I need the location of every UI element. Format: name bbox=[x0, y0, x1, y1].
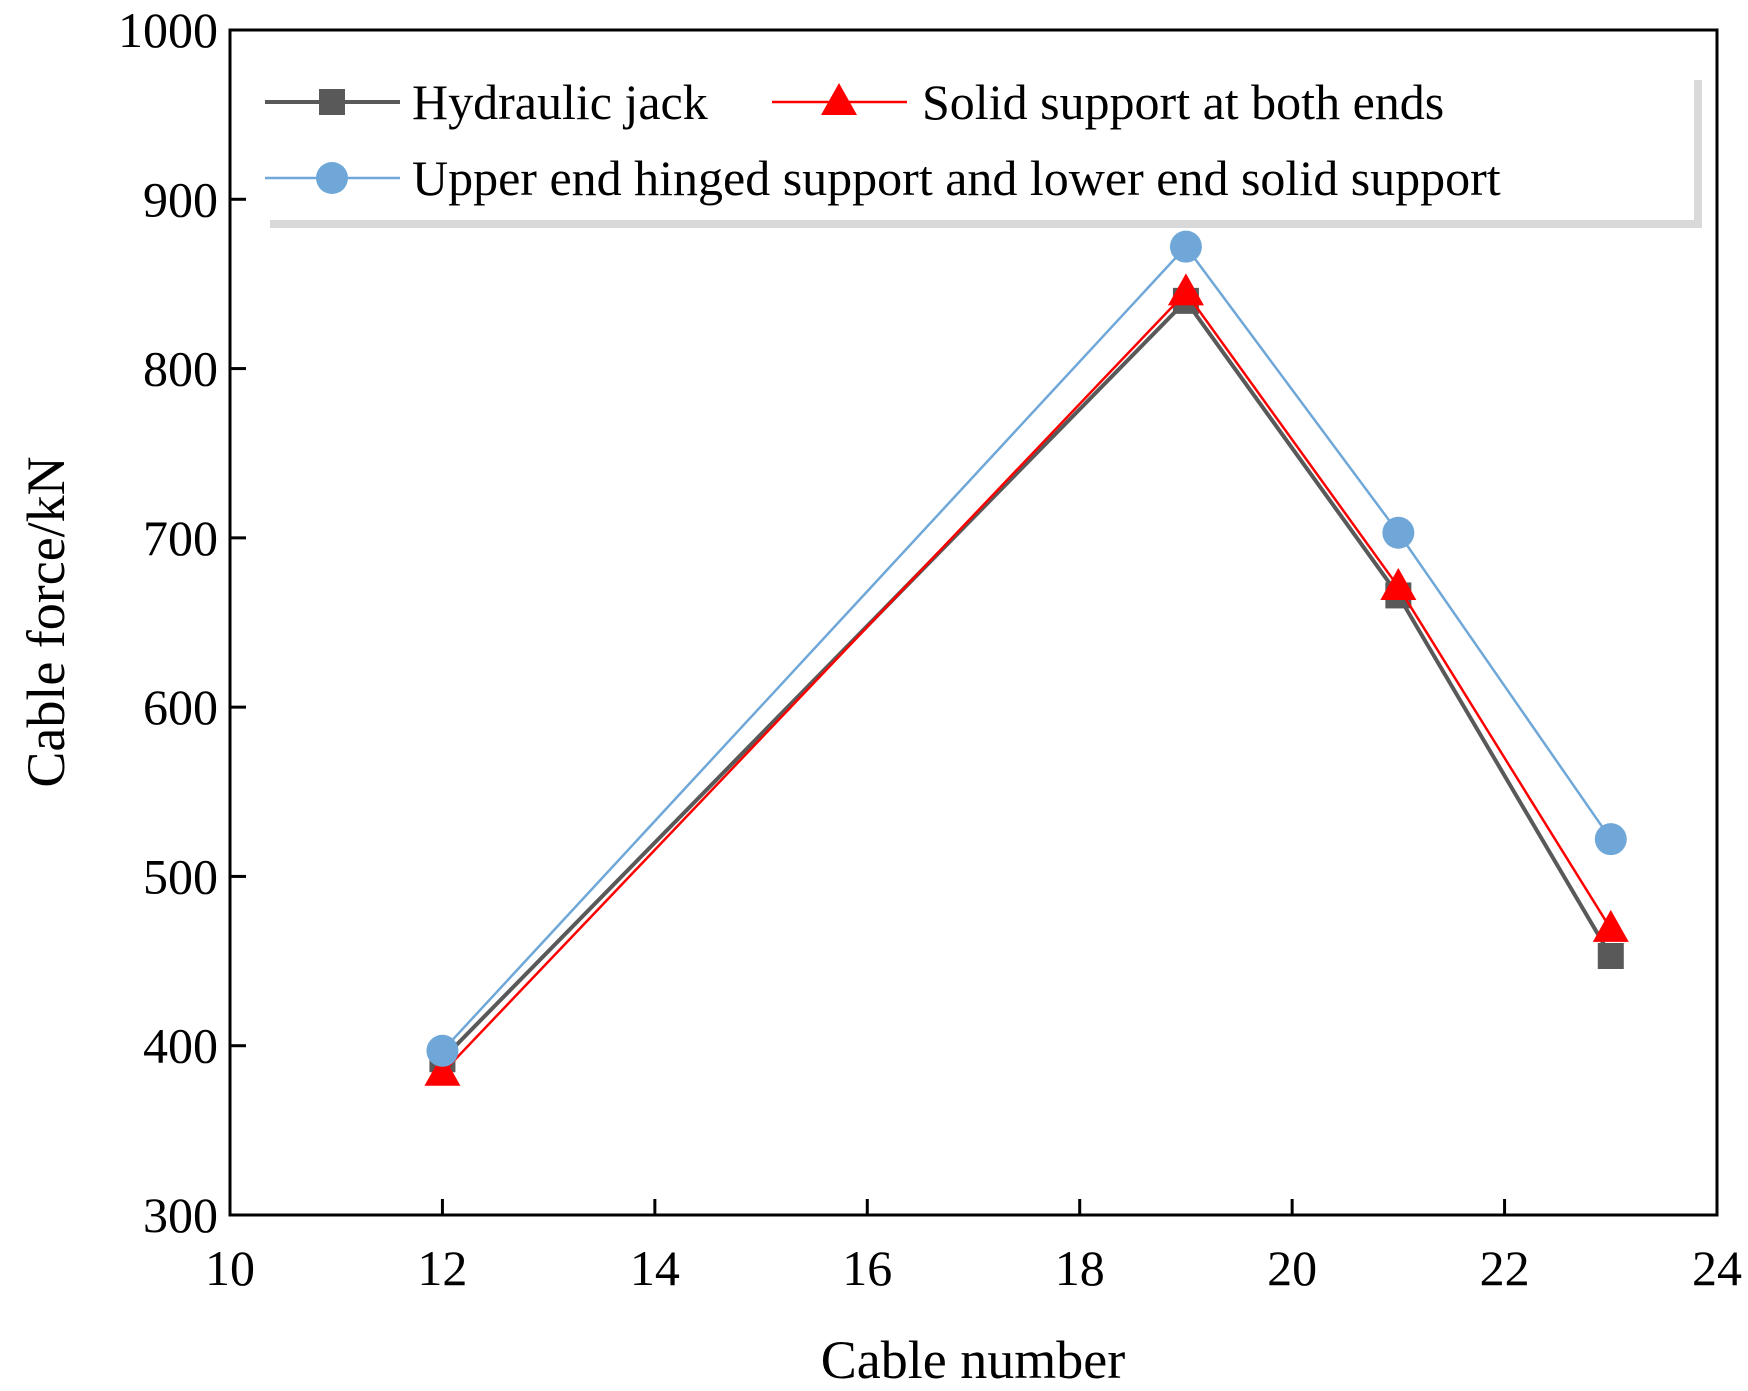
x-tick-label: 16 bbox=[842, 1240, 892, 1296]
y-tick-label: 800 bbox=[143, 341, 218, 397]
legend-item-2: Solid support at both ends bbox=[772, 74, 1444, 130]
y-tick-label: 900 bbox=[143, 171, 218, 227]
x-tick-label: 10 bbox=[205, 1240, 255, 1296]
x-axis-title: Cable number bbox=[821, 1330, 1125, 1390]
x-tick-label: 12 bbox=[417, 1240, 467, 1296]
legend-marker bbox=[319, 89, 345, 115]
data-point bbox=[424, 1053, 461, 1086]
data-point bbox=[426, 1034, 459, 1067]
series-line bbox=[441, 297, 1613, 1061]
data-point bbox=[1380, 567, 1417, 600]
y-tick-label: 1000 bbox=[118, 2, 218, 58]
x-tick-label: 24 bbox=[1692, 1240, 1742, 1296]
y-axis: 300 400 500 600 700 800 900 1000 bbox=[118, 2, 246, 1243]
y-axis-title: Cable force/kN bbox=[16, 456, 76, 787]
legend-label: Upper end hinged support and lower end s… bbox=[412, 150, 1501, 206]
x-tick-label: 18 bbox=[1055, 1240, 1105, 1296]
y-tick-label: 500 bbox=[143, 848, 218, 904]
y-tick-label: 700 bbox=[143, 510, 218, 566]
legend-item-1: Hydraulic jack bbox=[265, 74, 708, 130]
legend: Hydraulic jack Solid support at both ends… bbox=[262, 72, 1702, 228]
data-point bbox=[1382, 516, 1415, 549]
data-point bbox=[1169, 230, 1202, 263]
legend-label: Solid support at both ends bbox=[922, 74, 1444, 130]
data-point bbox=[1167, 273, 1204, 306]
series-line bbox=[441, 290, 1612, 1074]
data-point bbox=[1594, 823, 1627, 856]
legend-box bbox=[262, 72, 1694, 220]
series-layer bbox=[424, 230, 1629, 1086]
legend-marker bbox=[821, 83, 857, 115]
legend-item-3: Upper end hinged support and lower end s… bbox=[265, 150, 1501, 206]
x-tick-label: 14 bbox=[630, 1240, 680, 1296]
series-3 bbox=[426, 230, 1627, 1067]
y-tick-label: 600 bbox=[143, 679, 218, 735]
x-tick-label: 22 bbox=[1480, 1240, 1530, 1296]
y-tick-label: 300 bbox=[143, 1187, 218, 1243]
x-axis: 10 12 14 16 18 20 22 24 bbox=[205, 1199, 1742, 1296]
data-point bbox=[1597, 942, 1624, 969]
legend-marker bbox=[316, 162, 348, 194]
x-tick-label: 20 bbox=[1267, 1240, 1317, 1296]
series-2 bbox=[424, 273, 1629, 1086]
y-tick-label: 400 bbox=[143, 1018, 218, 1074]
legend-items: Hydraulic jack Solid support at both ends… bbox=[265, 74, 1501, 206]
series-line bbox=[441, 244, 1612, 1052]
legend-label: Hydraulic jack bbox=[412, 74, 708, 130]
data-point bbox=[1592, 909, 1629, 942]
